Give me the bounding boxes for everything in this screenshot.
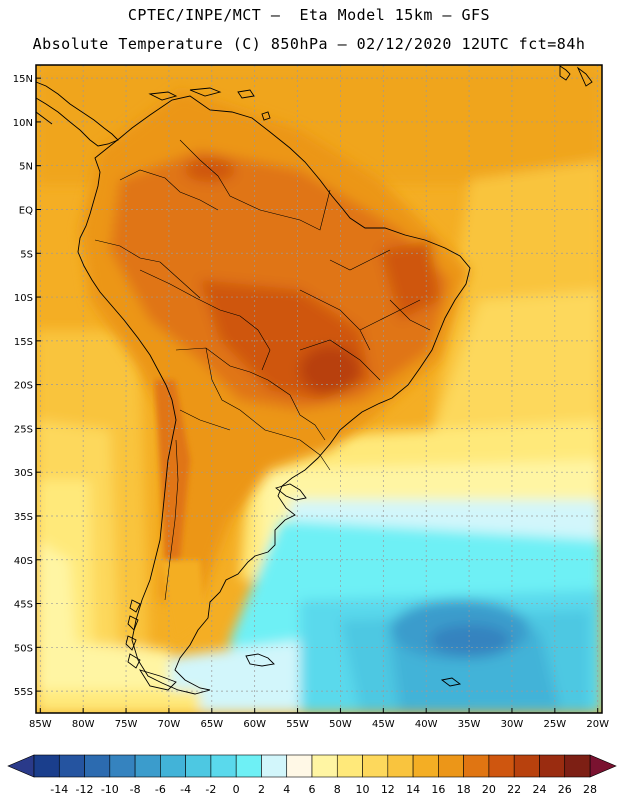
colorbar-label: 14: [406, 783, 420, 796]
colorbar-swatch: [463, 754, 490, 778]
lon-label: 25W: [544, 719, 567, 730]
lat-label: 5N: [19, 162, 33, 173]
lon-label: 65W: [200, 719, 223, 730]
colorbar-swatch: [84, 754, 111, 778]
colorbar-label: 10: [356, 783, 370, 796]
lat-label: 30S: [14, 468, 33, 479]
colorbar-swatch: [109, 754, 136, 778]
colorbar-swatch: [311, 754, 338, 778]
colorbar-swatch: [564, 754, 591, 778]
colorbar-label: 18: [457, 783, 471, 796]
title-line-2: Absolute Temperature (C) 850hPa – 02/12/…: [32, 35, 586, 53]
lat-label: 40S: [14, 556, 33, 567]
lat-label: 15S: [14, 337, 33, 348]
colorbar-swatch: [286, 754, 313, 778]
colorbar-swatch: [513, 754, 540, 778]
lat-label: EQ: [19, 205, 33, 216]
colorbar-label: -14: [50, 783, 68, 796]
colorbar-swatch: [160, 754, 186, 778]
colorbar-swatch: [387, 754, 414, 778]
colorbar-label: 24: [532, 783, 546, 796]
colorbar-swatch: [438, 754, 464, 778]
colorbar-swatch: [261, 754, 288, 778]
lat-label: 10N: [13, 118, 33, 129]
latitude-labels: 15N 10N 5N EQ 5S 10S 15S 20S 25S 30S 35S 40S 45S 50S 5…: [13, 74, 41, 698]
colorbar-label: 0: [233, 783, 240, 796]
lon-label: 75W: [115, 719, 138, 730]
lon-label: 20W: [586, 719, 609, 730]
lon-label: 80W: [72, 719, 95, 730]
colorbar-swatch: [210, 754, 237, 778]
colorbar-swatch: [539, 754, 566, 778]
graticule: [36, 65, 602, 713]
colorbar-swatch: [134, 754, 161, 778]
colorbar-label: 20: [482, 783, 496, 796]
colorbar-label: 8: [334, 783, 341, 796]
colorbar-label: 6: [309, 783, 316, 796]
colorbar-swatch: [362, 754, 389, 778]
lat-label: 20S: [14, 381, 33, 392]
colorbar-label: -4: [180, 783, 191, 796]
coastlines: [36, 65, 593, 695]
country-borders: [94, 139, 431, 601]
lon-label: 45W: [372, 719, 395, 730]
colorbar-swatch: [412, 754, 439, 778]
lat-label: 45S: [14, 600, 33, 611]
temperature-field: [36, 65, 602, 713]
colorbar-label: -6: [155, 783, 166, 796]
colorbar-label: 4: [283, 783, 290, 796]
colorbar-swatch: [336, 754, 363, 778]
colorbar-label: -2: [205, 783, 216, 796]
longitude-labels: 85W 80W 75W 70W 65W 60W 55W 50W 45W 40W 35W 30W 25W 2…: [29, 708, 609, 730]
colorbar-label: 12: [381, 783, 395, 796]
colorbar-label: 2: [258, 783, 265, 796]
colorbar-label: 26: [558, 783, 572, 796]
colorbar-over-triangle: [589, 754, 617, 778]
title-line-1: CPTEC/INPE/MCT – Eta Model 15km – GFS: [127, 6, 491, 24]
lon-label: 30W: [501, 719, 524, 730]
lat-label: 25S: [14, 424, 33, 435]
lat-label: 55S: [14, 687, 33, 698]
lon-label: 60W: [243, 719, 266, 730]
colorbar-swatch: [235, 754, 262, 778]
lon-label: 70W: [158, 719, 181, 730]
map-frame: [35, 64, 603, 714]
lat-label: 15N: [13, 74, 33, 85]
colorbar-swatch: [58, 754, 85, 778]
lat-label: 5S: [20, 249, 33, 260]
lon-label: 50W: [329, 719, 352, 730]
colorbar-swatch: [185, 754, 212, 778]
lat-label: 35S: [14, 512, 33, 523]
colorbar-label: 16: [431, 783, 445, 796]
colorbar-swatch: [33, 754, 60, 778]
colorbar-under-triangle: [7, 754, 35, 778]
lat-label: 50S: [14, 643, 33, 654]
colorbar-label: 22: [507, 783, 521, 796]
colorbar-label: 28: [583, 783, 597, 796]
colorbar-label: -8: [130, 783, 141, 796]
colorbar-label: -12: [76, 783, 94, 796]
lat-label: 10S: [14, 293, 33, 304]
lon-label: 85W: [29, 719, 52, 730]
lon-label: 40W: [415, 719, 438, 730]
lon-label: 55W: [286, 719, 309, 730]
colorbar-label: -10: [101, 783, 119, 796]
colorbar: -14 -12 -10 -8 -6 -4 -2 0 2 4 6 8 10 12 14 16 18 20 22 24 26…: [7, 754, 617, 796]
lon-label: 35W: [458, 719, 481, 730]
colorbar-swatch: [488, 754, 515, 778]
